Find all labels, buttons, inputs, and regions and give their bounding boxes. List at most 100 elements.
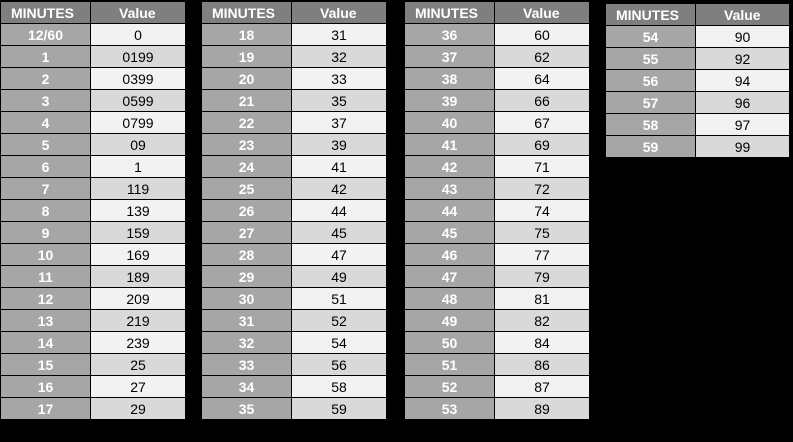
- value-cell[interactable]: 159: [90, 221, 186, 244]
- value-cell[interactable]: 45: [291, 221, 387, 244]
- minutes-table-1: MINUTES Value 12/60 0 1 0199 2 0399 3 0599 4 0799 5 0…: [0, 1, 186, 420]
- value-cell[interactable]: 35: [291, 89, 387, 112]
- value-cell[interactable]: 37: [291, 111, 387, 134]
- minute-cell: 34: [201, 375, 292, 398]
- minute-cell: 9: [0, 221, 91, 244]
- minute-cell: 1: [0, 45, 91, 68]
- minute-cell: 35: [201, 397, 292, 420]
- value-cell[interactable]: 44: [291, 199, 387, 222]
- value-cell[interactable]: 0199: [90, 45, 186, 68]
- value-cell[interactable]: 94: [695, 69, 790, 92]
- value-cell[interactable]: 209: [90, 287, 186, 310]
- value-cell[interactable]: 66: [494, 89, 590, 112]
- table-row: 11 189: [0, 265, 186, 288]
- value-cell[interactable]: 71: [494, 155, 590, 178]
- value-cell[interactable]: 58: [291, 375, 387, 398]
- value-cell[interactable]: 90: [695, 25, 790, 48]
- value-cell[interactable]: 99: [695, 135, 790, 158]
- value-cell[interactable]: 72: [494, 177, 590, 200]
- value-cell[interactable]: 56: [291, 353, 387, 376]
- value-cell[interactable]: 60: [494, 23, 590, 46]
- minute-cell: 11: [0, 265, 91, 288]
- minute-cell: 54: [605, 25, 696, 48]
- value-cell[interactable]: 59: [291, 397, 387, 420]
- value-cell[interactable]: 31: [291, 23, 387, 46]
- value-cell[interactable]: 62: [494, 45, 590, 68]
- value-cell[interactable]: 219: [90, 309, 186, 332]
- table-row: 31 52: [201, 309, 387, 332]
- table-row: 37 62: [404, 45, 590, 68]
- value-cell[interactable]: 169: [90, 243, 186, 266]
- value-cell[interactable]: 09: [90, 133, 186, 156]
- value-cell[interactable]: 79: [494, 265, 590, 288]
- value-cell[interactable]: 54: [291, 331, 387, 354]
- value-cell[interactable]: 0399: [90, 67, 186, 90]
- table-row: 52 87: [404, 375, 590, 398]
- value-header: Value: [494, 1, 590, 24]
- minutes-header: MINUTES: [605, 3, 696, 26]
- value-cell[interactable]: 0: [90, 23, 186, 46]
- value-cell[interactable]: 97: [695, 113, 790, 136]
- table-row: 25 42: [201, 177, 387, 200]
- table-row: 12/60 0: [0, 23, 186, 46]
- value-cell[interactable]: 239: [90, 331, 186, 354]
- value-cell[interactable]: 27: [90, 375, 186, 398]
- minute-cell: 13: [0, 309, 91, 332]
- value-cell[interactable]: 29: [90, 397, 186, 420]
- minute-cell: 12/60: [0, 23, 91, 46]
- minute-cell: 40: [404, 111, 495, 134]
- value-cell[interactable]: 42: [291, 177, 387, 200]
- value-cell[interactable]: 89: [494, 397, 590, 420]
- value-cell[interactable]: 33: [291, 67, 387, 90]
- table-row: 3 0599: [0, 89, 186, 112]
- table-row: 35 59: [201, 397, 387, 420]
- value-cell[interactable]: 87: [494, 375, 590, 398]
- table-row: 28 47: [201, 243, 387, 266]
- minute-cell: 21: [201, 89, 292, 112]
- value-cell[interactable]: 25: [90, 353, 186, 376]
- value-cell[interactable]: 92: [695, 47, 790, 70]
- table-row: 32 54: [201, 331, 387, 354]
- value-cell[interactable]: 86: [494, 353, 590, 376]
- table-row: 55 92: [605, 47, 790, 70]
- value-cell[interactable]: 96: [695, 91, 790, 114]
- value-cell[interactable]: 82: [494, 309, 590, 332]
- value-cell[interactable]: 0799: [90, 111, 186, 134]
- value-cell[interactable]: 52: [291, 309, 387, 332]
- minute-cell: 53: [404, 397, 495, 420]
- value-cell[interactable]: 41: [291, 155, 387, 178]
- value-cell[interactable]: 32: [291, 45, 387, 68]
- table-row: 48 81: [404, 287, 590, 310]
- value-cell[interactable]: 47: [291, 243, 387, 266]
- value-cell[interactable]: 119: [90, 177, 186, 200]
- table-row: 20 33: [201, 67, 387, 90]
- minutes-table-2: MINUTES Value 18 31 19 32 20 33 21 35 22 37 23 39 24 41…: [201, 1, 387, 420]
- value-cell[interactable]: 81: [494, 287, 590, 310]
- minute-cell: 10: [0, 243, 91, 266]
- value-cell[interactable]: 1: [90, 155, 186, 178]
- table-row: 26 44: [201, 199, 387, 222]
- minute-cell: 45: [404, 221, 495, 244]
- value-cell[interactable]: 51: [291, 287, 387, 310]
- value-cell[interactable]: 77: [494, 243, 590, 266]
- table-row: 56 94: [605, 69, 790, 92]
- table-row: 14 239: [0, 331, 186, 354]
- value-cell[interactable]: 49: [291, 265, 387, 288]
- value-cell[interactable]: 75: [494, 221, 590, 244]
- table-row: 2 0399: [0, 67, 186, 90]
- value-cell[interactable]: 64: [494, 67, 590, 90]
- minutes-header: MINUTES: [404, 1, 495, 24]
- value-cell[interactable]: 0599: [90, 89, 186, 112]
- minutes-table-3: MINUTES Value 36 60 37 62 38 64 39 66 40 67 41 69 42 71…: [404, 1, 590, 420]
- value-header: Value: [90, 1, 186, 24]
- value-cell[interactable]: 84: [494, 331, 590, 354]
- value-cell[interactable]: 69: [494, 133, 590, 156]
- value-cell[interactable]: 39: [291, 133, 387, 156]
- minute-cell: 5: [0, 133, 91, 156]
- value-cell[interactable]: 67: [494, 111, 590, 134]
- value-cell[interactable]: 139: [90, 199, 186, 222]
- value-cell[interactable]: 74: [494, 199, 590, 222]
- value-cell[interactable]: 189: [90, 265, 186, 288]
- minutes-table-4: MINUTES Value 54 90 55 92 56 94 57 96 58 97 59 99: [605, 3, 790, 158]
- table-row: 33 56: [201, 353, 387, 376]
